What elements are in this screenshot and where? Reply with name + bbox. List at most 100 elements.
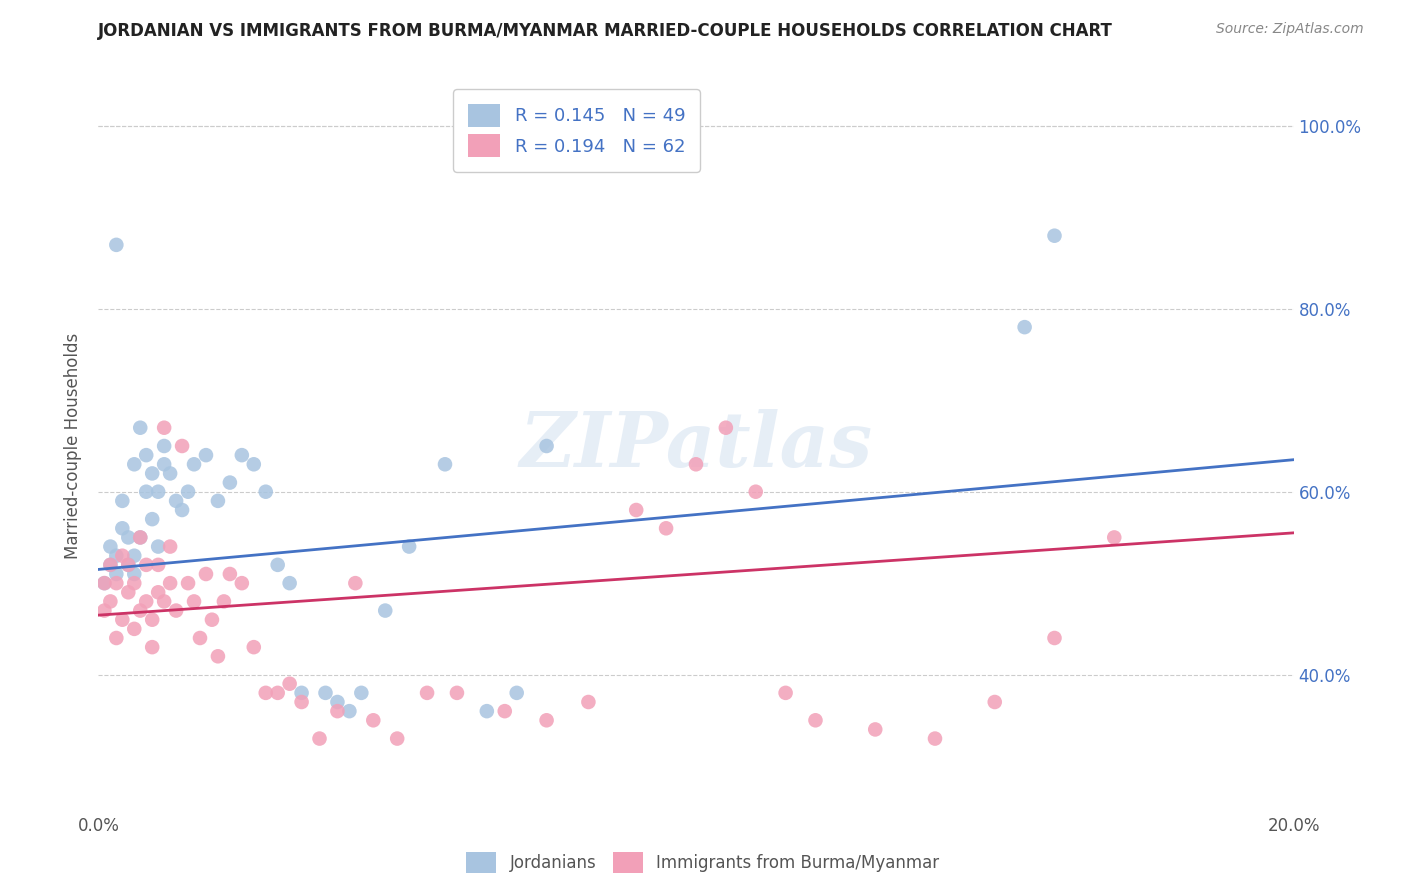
Text: Source: ZipAtlas.com: Source: ZipAtlas.com [1216,22,1364,37]
Text: JORDANIAN VS IMMIGRANTS FROM BURMA/MYANMAR MARRIED-COUPLE HOUSEHOLDS CORRELATION: JORDANIAN VS IMMIGRANTS FROM BURMA/MYANM… [98,22,1114,40]
Legend: Jordanians, Immigrants from Burma/Myanmar: Jordanians, Immigrants from Burma/Myanma… [460,846,946,880]
Point [536,439,558,453]
Point [111,494,134,508]
Point [177,484,200,499]
Point [141,640,163,655]
Legend: R = 0.145   N = 49, R = 0.194   N = 62: R = 0.145 N = 49, R = 0.194 N = 62 [453,89,700,172]
Point [231,576,253,591]
Point [212,594,235,608]
Point [475,704,498,718]
Point [207,494,229,508]
Point [188,631,211,645]
Point [804,714,827,728]
Point [177,576,200,591]
Point [291,695,314,709]
Point [153,420,176,434]
Point [363,714,385,728]
Point [494,704,516,718]
Point [326,704,349,718]
Y-axis label: Married-couple Households: Married-couple Households [65,333,83,559]
Point [100,594,122,608]
Point [100,558,122,572]
Point [344,576,367,591]
Point [124,549,146,563]
Point [278,576,301,591]
Point [1043,228,1066,243]
Point [117,530,139,544]
Point [172,503,194,517]
Point [105,238,128,252]
Point [117,558,139,572]
Point [129,530,152,544]
Point [135,448,157,462]
Point [231,448,253,462]
Point [129,530,152,544]
Point [148,540,170,554]
Point [111,549,134,563]
Point [111,613,134,627]
Point [434,457,457,471]
Point [135,594,157,608]
Point [385,731,409,746]
Point [374,604,396,618]
Point [291,686,314,700]
Point [117,585,139,599]
Point [141,467,163,481]
Point [626,503,648,517]
Point [655,521,678,535]
Point [105,631,128,645]
Point [195,567,218,582]
Point [159,467,181,481]
Point [315,686,337,700]
Point [129,604,152,618]
Text: ZIPatlas: ZIPatlas [519,409,873,483]
Point [124,576,146,591]
Point [1014,320,1036,334]
Point [93,604,115,618]
Point [446,686,468,700]
Point [124,622,146,636]
Point [536,714,558,728]
Point [339,704,360,718]
Point [207,649,229,664]
Point [350,686,373,700]
Point [745,484,768,499]
Point [135,558,157,572]
Point [93,576,115,591]
Point [148,585,170,599]
Point [685,457,707,471]
Point [124,457,146,471]
Point [100,558,122,572]
Point [219,475,242,490]
Point [578,695,600,709]
Point [308,731,330,746]
Point [93,576,115,591]
Point [159,540,181,554]
Point [1043,631,1066,645]
Point [153,594,176,608]
Point [124,567,146,582]
Point [117,558,139,572]
Point [326,695,349,709]
Point [141,613,163,627]
Point [398,540,420,554]
Point [172,439,194,453]
Point [153,439,176,453]
Point [165,604,187,618]
Point [267,558,290,572]
Point [1104,530,1126,544]
Point [984,695,1007,709]
Point [183,594,205,608]
Point [135,484,157,499]
Point [219,567,242,582]
Point [153,457,176,471]
Point [100,540,122,554]
Point [148,558,170,572]
Point [254,484,277,499]
Point [714,420,737,434]
Point [183,457,205,471]
Point [165,494,187,508]
Point [243,457,266,471]
Point [506,686,529,700]
Point [195,448,218,462]
